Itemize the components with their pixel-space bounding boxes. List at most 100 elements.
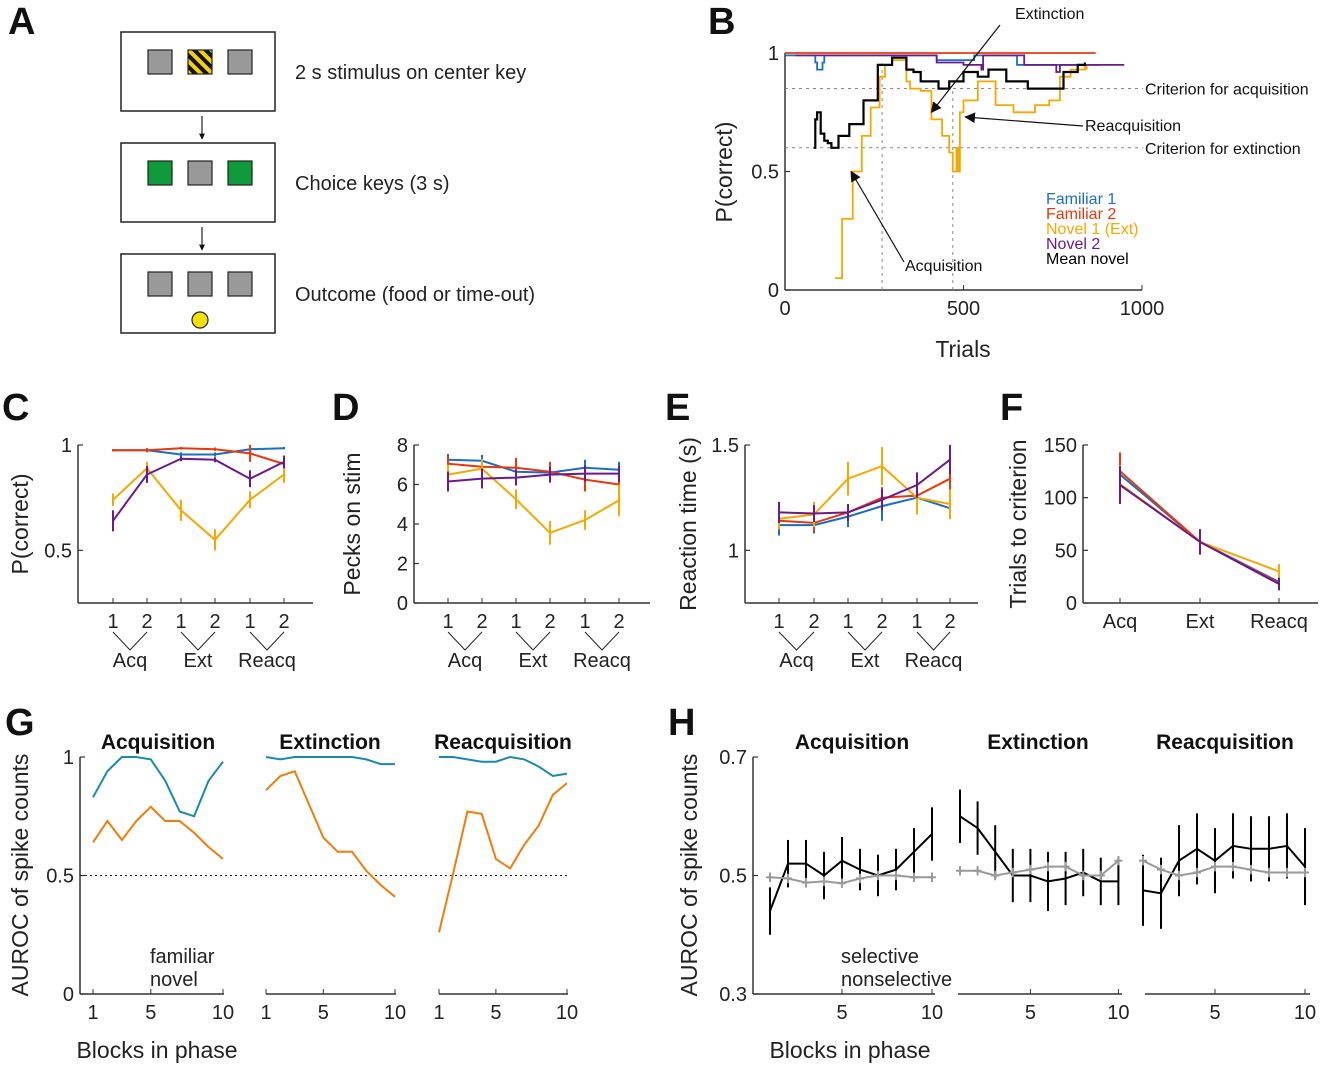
schematic-step-label: 2 s stimulus on center key [295, 62, 526, 84]
y-tick-label: 2 [397, 554, 408, 576]
group-label: Acq [113, 650, 147, 672]
x-tick-label: 1 [442, 611, 453, 633]
schematic-step-3 [120, 253, 276, 334]
series-line [265, 756, 395, 766]
y-axis-label: AUROC of spike counts [676, 754, 702, 997]
y-tick-label: 1 [63, 747, 74, 769]
x-tick-label: 2 [476, 611, 487, 633]
x-tick-label: 2 [944, 611, 955, 633]
x-tick-label: 1 [579, 611, 590, 633]
series-line-novel-1-ext- [835, 59, 1088, 280]
series-3 [778, 447, 951, 530]
x-tick-label: 2 [876, 611, 887, 633]
x-tick-label: 10 [1107, 1002, 1129, 1024]
x-tick-label: 1000 [1120, 298, 1165, 320]
subplot-title: Reacquisition [434, 731, 572, 754]
y-axis-label: Pecks on stim [339, 452, 365, 595]
panel-label-f: F [1000, 387, 1023, 429]
annotation-label: Reacquisition [1085, 118, 1181, 135]
series-1 [1119, 455, 1280, 588]
x-tick-label: 5 [145, 1002, 156, 1024]
annotation-label: Acquisition [905, 258, 982, 275]
response-key [227, 49, 253, 75]
series-1 [778, 487, 951, 536]
series-familiar [92, 756, 224, 818]
criterion-label: Criterion for acquisition [1145, 82, 1309, 99]
series-line-novel-2 [795, 54, 1125, 73]
x-tick-label: 1 [911, 611, 922, 633]
y-tick-label: 1 [728, 540, 739, 562]
x-tick-label: 2 [278, 611, 289, 633]
series-line [112, 466, 285, 542]
panel-label-e: E [665, 387, 690, 429]
panel-label-c: C [2, 387, 29, 429]
x-axis-label: Blocks in phase [769, 1037, 930, 1063]
group-label: Reacq [905, 650, 963, 672]
choice-key [227, 160, 253, 186]
subplot-title: Acquisition [101, 731, 215, 754]
y-tick-label: 0.5 [46, 866, 74, 888]
legend-entry: selective [841, 946, 919, 968]
y-axis-label: P(correct) [711, 122, 737, 223]
series-line [447, 462, 620, 486]
y-tick-label: 0.3 [719, 984, 747, 1006]
y-tick-label: 0.5 [751, 162, 779, 184]
x-tick-label: 1 [773, 611, 784, 633]
stimulus-key [187, 49, 213, 75]
y-tick-label: 0 [63, 984, 74, 1006]
legend-entry: Familiar 2 [1046, 206, 1116, 223]
series-line [265, 769, 396, 898]
x-tick-label: 500 [947, 298, 980, 320]
panel-label-a: A [8, 1, 35, 43]
group-label: Ext [184, 650, 213, 672]
series-line [769, 833, 933, 912]
y-tick-label: 0.5 [719, 866, 747, 888]
legend-entry: Familiar 1 [1046, 191, 1116, 208]
series-novel [265, 769, 396, 898]
x-axis-label: Trials [935, 336, 990, 362]
series-line [438, 782, 568, 933]
series-3 [112, 461, 285, 551]
series-4 [1119, 466, 1280, 591]
series-line [1119, 483, 1280, 573]
series-selective [769, 807, 933, 935]
food-hopper-icon [191, 311, 209, 329]
x-tick-label: 1 [244, 611, 255, 633]
series-3 [1119, 465, 1280, 579]
panel-label-h: H [668, 702, 695, 744]
x-tick-label: 5 [490, 1002, 501, 1024]
x-tick-label: 1 [433, 1002, 444, 1024]
series-novel [92, 805, 224, 860]
series-line [959, 815, 1119, 883]
x-tick-label: 5 [1209, 1002, 1220, 1024]
x-tick-label: 2 [613, 611, 624, 633]
x-tick-label: 2 [141, 611, 152, 633]
schematic-step-1 [120, 31, 276, 112]
annotation-arrow [930, 24, 1001, 114]
y-axis-label: AUROC of spike counts [7, 754, 33, 997]
series-nonselective [1139, 855, 1309, 881]
subplot-title: Acquisition [795, 731, 909, 754]
legend-entry: novel [150, 969, 198, 991]
group-bracket [847, 631, 883, 651]
group-bracket [447, 631, 483, 651]
x-tick-label: 1 [510, 611, 521, 633]
x-tick-label: 5 [836, 1002, 847, 1024]
response-key [227, 271, 253, 297]
legend-entry: Novel 1 (Ext) [1046, 221, 1138, 238]
series-selective [959, 789, 1120, 912]
y-tick-label: 8 [397, 435, 408, 457]
series-nonselective [766, 870, 936, 888]
panel-label-b: B [708, 1, 735, 43]
series-line [1119, 473, 1280, 583]
schematic-step-label: Choice keys (3 s) [295, 173, 450, 195]
subplot-title: Extinction [987, 731, 1089, 754]
x-tick-label: 2 [209, 611, 220, 633]
subplot-title: Extinction [279, 731, 381, 754]
x-tick-label: 1 [260, 1002, 271, 1024]
group-bracket [916, 631, 951, 651]
x-tick-label: 5 [318, 1002, 329, 1024]
group-label: Reacq [238, 650, 296, 672]
x-tick-label: 10 [212, 1002, 234, 1024]
